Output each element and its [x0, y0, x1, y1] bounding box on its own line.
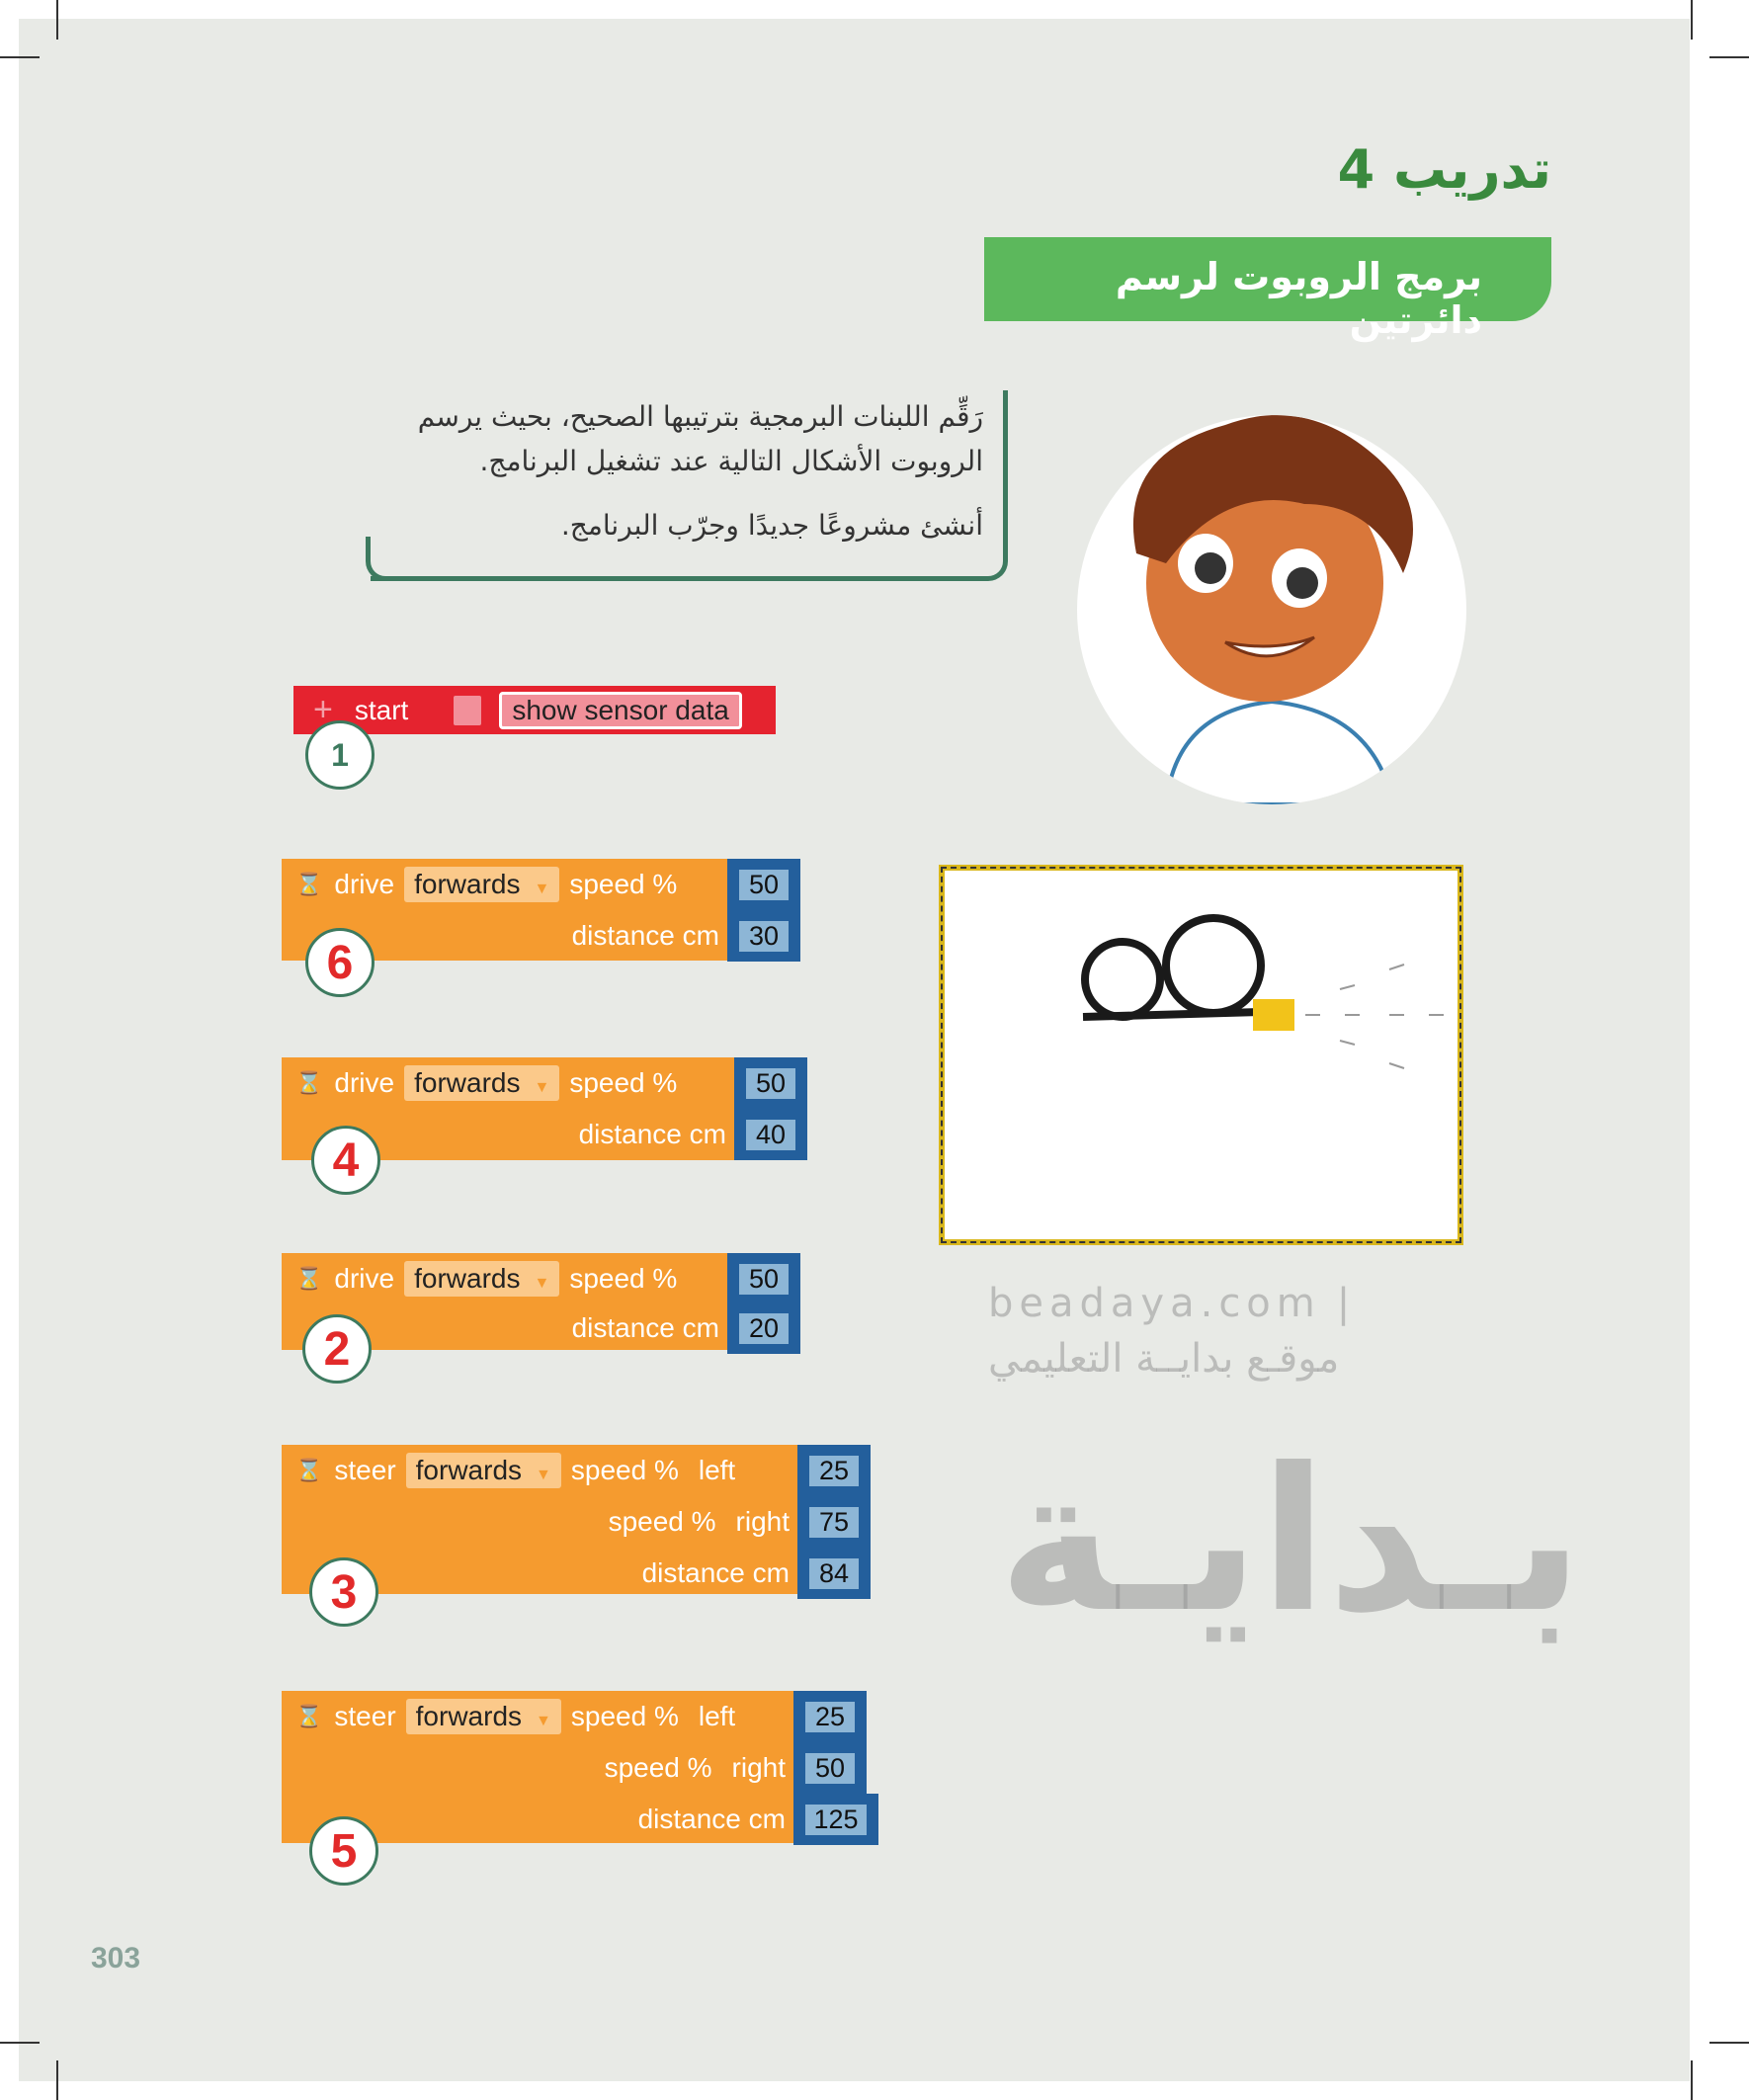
left-speed-input[interactable]: 25: [797, 1445, 871, 1496]
distance-value-input[interactable]: 30: [727, 910, 800, 962]
right-label: right: [731, 1752, 786, 1783]
watermark-logo: بـدايـة: [998, 1426, 1584, 1656]
instruction-line: رَقِّم اللبنات البرمجية بترتيبها الصحيح،…: [417, 400, 983, 433]
distance-value-input[interactable]: 40: [734, 1109, 807, 1160]
hourglass-icon: ⌛: [295, 1458, 323, 1482]
show-sensor-data-button[interactable]: show sensor data: [499, 691, 742, 729]
direction-dropdown[interactable]: forwards ▼: [405, 1699, 561, 1734]
distance-label: distance cm: [571, 920, 719, 951]
task-banner: برمج الروبوت لرسم دائرتين: [984, 237, 1551, 342]
two-circles-path: [1081, 914, 1265, 1021]
distance-value-input[interactable]: 84: [797, 1548, 871, 1599]
speed-label: speed %: [570, 1701, 679, 1731]
crop-mark: [56, 2060, 58, 2100]
watermark-site: beadaya.com: [988, 1281, 1321, 1326]
robot-icon: [1253, 999, 1294, 1031]
order-number-circle: 1: [305, 720, 375, 790]
crop-mark: [0, 2042, 40, 2044]
order-number-circle: 2: [302, 1314, 372, 1384]
watermark-separator: |: [1336, 1281, 1351, 1326]
sensor-beam: [1305, 964, 1444, 1069]
right-speed-input[interactable]: 50: [793, 1742, 867, 1794]
speed-label: speed %: [608, 1506, 716, 1537]
command-label: drive: [334, 1263, 395, 1294]
instruction-line: أنشئ مشروعًا جديدًا وجرّب البرنامج.: [560, 509, 983, 542]
robot-path-canvas: [939, 865, 1463, 1245]
speed-label: speed %: [570, 1455, 679, 1485]
plus-icon: +: [313, 691, 333, 728]
exercise-title: تدريب 4: [1337, 138, 1551, 201]
direction-dropdown[interactable]: forwards ▼: [404, 867, 560, 902]
hourglass-icon: ⌛: [295, 872, 323, 896]
left-label: left: [698, 1701, 736, 1731]
order-number-circle: 3: [309, 1557, 378, 1627]
start-block[interactable]: + start show sensor data: [293, 686, 776, 734]
crop-mark: [1709, 2042, 1749, 2044]
watermark-line: beadaya.com | موقـع بدايــة التعليمي: [988, 1280, 1670, 1383]
drive-block[interactable]: ⌛ drive forwards ▼ speed % distance cm 50 20: [282, 1253, 800, 1354]
distance-label: distance cm: [578, 1119, 726, 1149]
steer-block[interactable]: ⌛ steer forwards ▼ speed % left speed % right …: [282, 1691, 878, 1845]
speed-value-input[interactable]: 50: [727, 1253, 800, 1304]
checkbox[interactable]: [454, 695, 482, 725]
hourglass-icon: ⌛: [295, 1266, 323, 1291]
drive-block[interactable]: ⌛ drive forwards ▼ speed % distance cm 50 30: [282, 859, 800, 962]
command-label: steer: [334, 1455, 396, 1485]
order-number-circle: 4: [311, 1126, 380, 1195]
direction-dropdown[interactable]: forwards ▼: [404, 1261, 560, 1297]
speed-label: speed %: [569, 869, 678, 899]
crop-mark: [1691, 0, 1693, 40]
distance-label: distance cm: [637, 1804, 786, 1834]
speed-label: speed %: [569, 1263, 678, 1294]
hourglass-icon: ⌛: [295, 1704, 323, 1728]
distance-label: distance cm: [571, 1312, 719, 1343]
hourglass-icon: ⌛: [295, 1070, 323, 1095]
direction-dropdown[interactable]: forwards ▼: [405, 1453, 561, 1488]
right-label: right: [735, 1506, 790, 1537]
page-number: 303: [91, 1942, 141, 1974]
speech-bubble: [366, 390, 1008, 581]
boy-character-illustration: [1077, 415, 1466, 804]
command-label: drive: [334, 869, 395, 899]
speed-label: speed %: [569, 1067, 678, 1098]
speed-value-input[interactable]: 50: [734, 1057, 807, 1109]
command-label: steer: [334, 1701, 396, 1731]
start-label: start: [354, 694, 409, 725]
distance-value-input[interactable]: 125: [793, 1794, 878, 1845]
left-label: left: [698, 1455, 736, 1485]
speed-value-input[interactable]: 50: [727, 859, 800, 910]
crop-mark: [1709, 56, 1749, 58]
command-label: drive: [334, 1067, 395, 1098]
order-number-circle: 6: [305, 928, 375, 997]
order-number-circle: 5: [309, 1816, 378, 1886]
crop-mark: [0, 56, 40, 58]
crop-mark: [1691, 2060, 1693, 2100]
watermark-tagline: موقـع بدايــة التعليمي: [988, 1336, 1340, 1382]
distance-value-input[interactable]: 20: [727, 1302, 800, 1354]
speed-label: speed %: [604, 1752, 712, 1783]
left-speed-input[interactable]: 25: [793, 1691, 867, 1742]
distance-label: distance cm: [641, 1557, 790, 1588]
right-speed-input[interactable]: 75: [797, 1496, 871, 1548]
crop-mark: [56, 0, 58, 40]
drive-block[interactable]: ⌛ drive forwards ▼ speed % distance cm 50 40: [282, 1057, 807, 1160]
direction-dropdown[interactable]: forwards ▼: [404, 1065, 560, 1101]
instruction-line: الروبوت الأشكال التالية عند تشغيل البرنا…: [479, 445, 983, 477]
